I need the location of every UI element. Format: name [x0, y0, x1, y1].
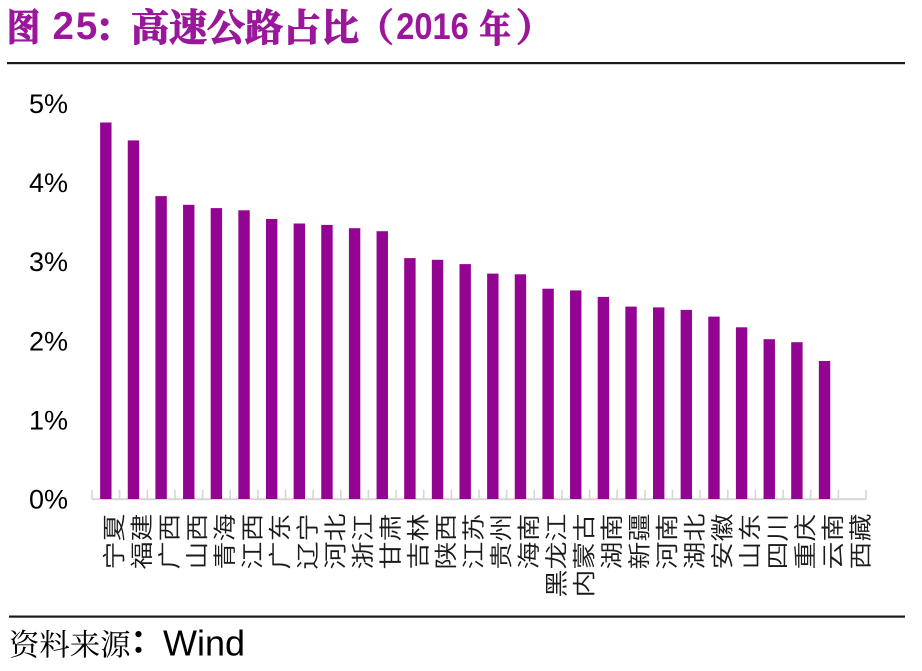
svg-text:1%: 1%: [29, 405, 68, 435]
svg-text:2016: 2016: [396, 6, 468, 47]
svg-text:0%: 0%: [29, 485, 68, 515]
svg-text:25: 25: [53, 5, 100, 48]
svg-text:4%: 4%: [29, 168, 68, 198]
svg-text:3%: 3%: [29, 247, 68, 277]
svg-text:5%: 5%: [29, 89, 68, 119]
svg-text:2%: 2%: [29, 326, 68, 356]
svg-text:Wind: Wind: [163, 623, 245, 664]
